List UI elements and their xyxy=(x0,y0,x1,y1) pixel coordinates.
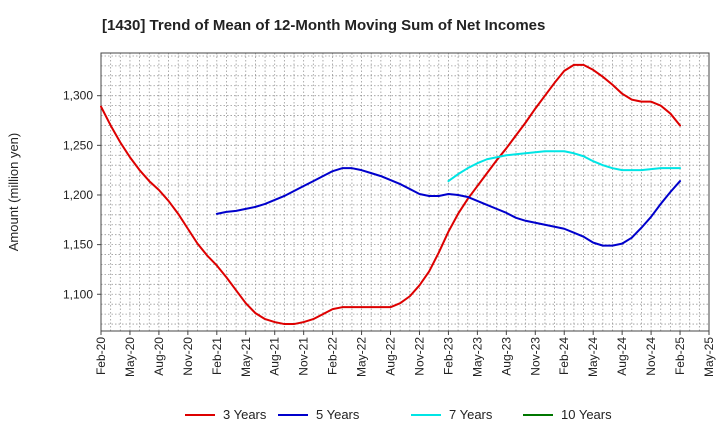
chart-title: [1430] Trend of Mean of 12-Month Moving … xyxy=(102,17,545,34)
x-tick-label: May-21 xyxy=(239,337,253,377)
x-tick-label: Feb-25 xyxy=(673,337,687,375)
series-line-5-years xyxy=(215,167,682,247)
plot-area: 1,100 1,150 1,200 1,250 1,300 Feb-20 May-20 Aug… xyxy=(63,52,716,377)
y-tick-label: 1,100 xyxy=(63,287,93,301)
x-tick-label: Nov-21 xyxy=(297,337,311,376)
x-tick-label: Nov-24 xyxy=(644,337,658,376)
x-tick-label: Aug-20 xyxy=(152,337,166,376)
legend-label-5-years: 5 Years xyxy=(316,407,360,422)
y-axis-title: Amount (million yen) xyxy=(6,133,21,252)
y-tick-label: 1,300 xyxy=(63,89,93,103)
x-tick-label: Aug-21 xyxy=(268,337,282,376)
x-tick-label: May-25 xyxy=(702,337,716,377)
x-tick-label: May-23 xyxy=(470,337,484,377)
x-tick-label: Nov-23 xyxy=(528,337,542,376)
legend-label-3-years: 3 Years xyxy=(223,407,267,422)
x-tick-label: May-24 xyxy=(586,337,600,377)
y-tick-label: 1,200 xyxy=(63,188,93,202)
series-line-3-years xyxy=(100,63,682,326)
x-tick-label: May-22 xyxy=(355,337,369,377)
x-tick-label: May-20 xyxy=(123,337,137,377)
x-tick-label: Nov-22 xyxy=(412,337,426,376)
x-tick-label: Feb-21 xyxy=(210,337,224,375)
x-tick-label: Feb-24 xyxy=(557,337,571,375)
x-tick-label: Aug-24 xyxy=(615,337,629,376)
x-tick-label: Aug-23 xyxy=(499,337,513,376)
x-tick-label: Feb-23 xyxy=(441,337,455,375)
legend-label-7-years: 7 Years xyxy=(449,407,493,422)
y-tick-label: 1,150 xyxy=(63,238,93,252)
plot-border xyxy=(100,52,710,332)
legend: 3 Years 5 Years 7 Years 10 Years xyxy=(185,407,612,422)
x-tick-label: Aug-22 xyxy=(384,337,398,376)
x-tick-label: Feb-22 xyxy=(326,337,340,375)
y-tick-label: 1,250 xyxy=(63,138,93,152)
x-tick-label: Feb-20 xyxy=(94,337,108,375)
series-line-7-years xyxy=(447,150,682,183)
legend-label-10-years: 10 Years xyxy=(561,407,612,422)
x-tick-label: Nov-20 xyxy=(181,337,195,376)
plot-background xyxy=(101,53,709,331)
